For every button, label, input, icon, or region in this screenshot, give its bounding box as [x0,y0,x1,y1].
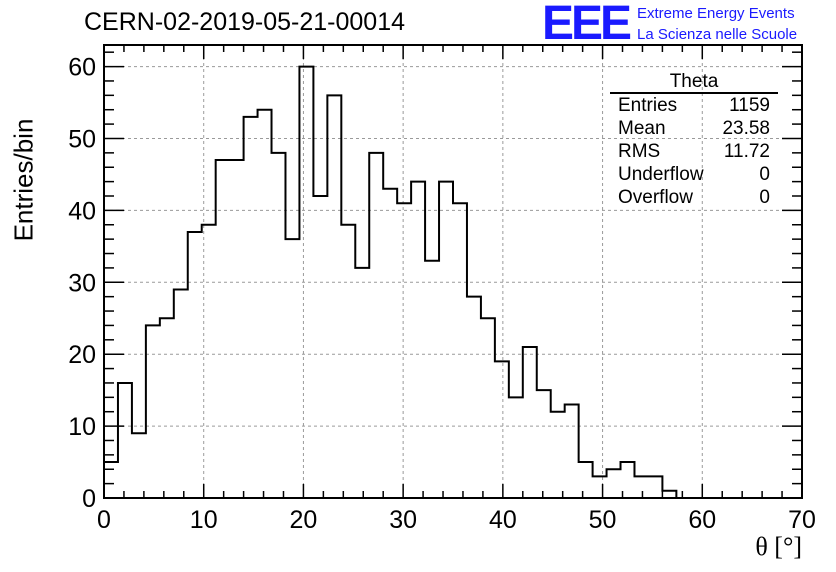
stats-value: 23.58 [722,118,770,139]
y-tick-label: 20 [68,341,96,369]
y-tick-label: 10 [68,413,96,441]
stats-label: Overflow [618,187,693,208]
histogram-bin [425,261,439,498]
stats-row-entries: Entries 1159 [610,94,778,117]
y-axis-label: Entries/bin [8,118,39,242]
histogram-bin [299,67,313,498]
histogram-bin [174,289,188,498]
histogram-bin [132,433,146,498]
y-tick-label: 0 [82,485,96,513]
histogram-bin [634,476,648,498]
histogram-bin [565,405,579,498]
axis-tick-labels: 0 10 20 30 40 50 60 70 0 10 20 30 40 50 60 [68,54,816,534]
histogram-bin [146,325,160,498]
y-axis-label-box: Entries/bin [4,110,44,250]
histogram-bin [481,318,495,498]
stats-value: 0 [759,187,770,208]
histogram-bin [188,232,202,498]
histogram-bin [244,117,258,498]
logo-caption: Extreme Energy Events La Scienza nelle S… [637,3,797,45]
histogram-bin [593,476,607,498]
histogram-bin [648,476,662,498]
stats-label: Mean [618,118,666,139]
x-tick-label: 20 [290,506,318,534]
stats-label: Underflow [618,164,704,185]
histogram-bin [495,361,509,498]
y-tick-label: 30 [68,269,96,297]
histogram-bin [607,469,621,498]
histogram-bin [118,383,132,498]
histogram-bin [551,412,565,498]
x-tick-label: 50 [589,506,617,534]
histogram-bin [662,491,676,498]
axis-ticks [103,45,803,499]
x-tick-label: 10 [190,506,218,534]
histogram-bin [202,225,216,498]
y-tick-label: 40 [68,197,96,225]
histogram-bin [579,462,593,498]
axes-frame [103,44,803,499]
histogram-bin [313,196,327,498]
histogram-bin [453,203,467,498]
stats-value: 0 [759,164,770,185]
y-tick-label: 60 [68,54,96,82]
x-tick-label: 60 [688,506,716,534]
stats-title: Theta [610,72,778,94]
histogram-bin [355,268,369,498]
x-tick-label: 40 [489,506,517,534]
histogram-bin [383,189,397,498]
histogram-bin [341,225,355,498]
histogram-bin [411,182,425,498]
x-tick-label: 0 [97,506,111,534]
stats-label: Entries [618,95,678,116]
stats-row-rms: RMS 11.72 [610,140,778,163]
histogram-bin [104,462,118,498]
stats-box: Theta Entries 1159 Mean 23.58 RMS 11.72 Und… [610,72,778,209]
stats-row-overflow: Overflow 0 [610,186,778,209]
histogram-bin [467,297,481,498]
eee-logo: EEE [542,0,632,50]
histogram-bin [216,160,230,498]
stats-label: RMS [618,141,661,162]
stats-value: 1159 [729,95,770,116]
histogram-outline [103,65,802,499]
histogram-bars [103,65,802,499]
histogram-bin [258,110,272,498]
histogram-bin [160,318,174,498]
x-tick-label: 70 [788,506,816,534]
histogram-bin [523,347,537,498]
stats-value: 11.72 [723,141,770,162]
histogram-bin [369,153,383,498]
x-tick-label: 30 [389,506,417,534]
histogram-bin [537,390,551,498]
stats-row-mean: Mean 23.58 [610,117,778,140]
logo-caption-line1: Extreme Energy Events [637,5,795,22]
plot-frame [103,44,803,499]
y-tick-label: 50 [68,125,96,153]
stats-row-underflow: Underflow 0 [610,163,778,186]
grid-lines [104,45,802,498]
chart-title: CERN-02-2019-05-21-00014 [84,8,406,36]
histogram-bin [285,239,299,498]
histogram-bin [509,397,523,498]
histogram-bin [272,153,286,498]
logo-caption-line2: La Scienza nelle Scuole [637,26,798,43]
histogram-bin [327,95,341,498]
histogram-bin [397,203,411,498]
histogram-bin [439,182,453,498]
x-axis-label: θ [°] [755,532,802,561]
